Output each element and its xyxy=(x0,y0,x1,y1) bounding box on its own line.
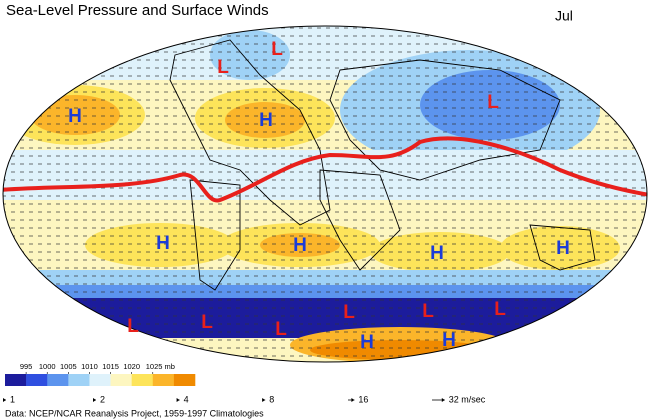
colorbar-segment xyxy=(152,374,175,386)
wind-arrowhead xyxy=(176,398,180,402)
colorbar-label: 995 xyxy=(20,362,33,371)
wind-arrowhead xyxy=(262,398,266,402)
pressure-center: H xyxy=(430,243,444,264)
pressure-center: L xyxy=(275,319,287,340)
colorbar-segment xyxy=(173,374,196,386)
colorbar-segment xyxy=(5,374,27,386)
colorbar-segment xyxy=(131,374,154,386)
colorbar-label: 1000 xyxy=(39,362,56,371)
pressure-center: H xyxy=(259,110,273,131)
pressure-center: H xyxy=(556,238,570,259)
pressure-center: L xyxy=(201,312,213,333)
wind-scale-label: 2 xyxy=(100,394,105,404)
pressure-center: L xyxy=(271,39,283,60)
wind-arrowhead xyxy=(441,398,445,402)
colorbar-label: 1005 xyxy=(60,362,77,371)
wind-arrowhead xyxy=(3,398,6,402)
pressure-center: H xyxy=(156,233,170,254)
wind-scale-label: 4 xyxy=(184,394,189,404)
map-title: Sea-Level Pressure and Surface Winds xyxy=(6,2,269,19)
data-source: Data: NCEP/NCAR Reanalysis Project, 1959… xyxy=(5,408,264,418)
wind-scale-label: 1 xyxy=(10,394,15,404)
pressure-center: L xyxy=(487,92,499,113)
pressure-center: L xyxy=(127,316,139,337)
wind-scale-label: 8 xyxy=(269,394,274,404)
pressure-center: L xyxy=(422,301,434,322)
colorbar-label: 1025 mb xyxy=(146,362,175,371)
colorbar-segment xyxy=(68,374,90,386)
map-border xyxy=(2,25,648,363)
colorbar-label: 1020 xyxy=(123,362,140,371)
pressure-field xyxy=(3,26,647,362)
pressure-center: H xyxy=(442,330,456,351)
colorbar-segment xyxy=(26,374,48,386)
colorbar-segment xyxy=(89,374,111,386)
colorbar-segment xyxy=(47,374,69,386)
pressure-center: L xyxy=(494,299,506,320)
colorbar-label: 1015 xyxy=(102,362,119,371)
pressure-center: L xyxy=(343,302,355,323)
colorbar-segment xyxy=(110,374,132,386)
pressure-center: H xyxy=(293,235,307,256)
wind-scale-label: 32 m/sec xyxy=(449,394,486,404)
wind-scale-label: 16 xyxy=(358,394,368,404)
pressure-center: H xyxy=(68,106,82,127)
pressure-center: H xyxy=(360,332,374,353)
wind-arrowhead xyxy=(93,398,96,402)
month-label: Jul xyxy=(555,8,573,24)
wind-arrowhead xyxy=(351,398,355,402)
pressure-center: L xyxy=(217,57,229,78)
colorbar-label: 1010 xyxy=(81,362,98,371)
